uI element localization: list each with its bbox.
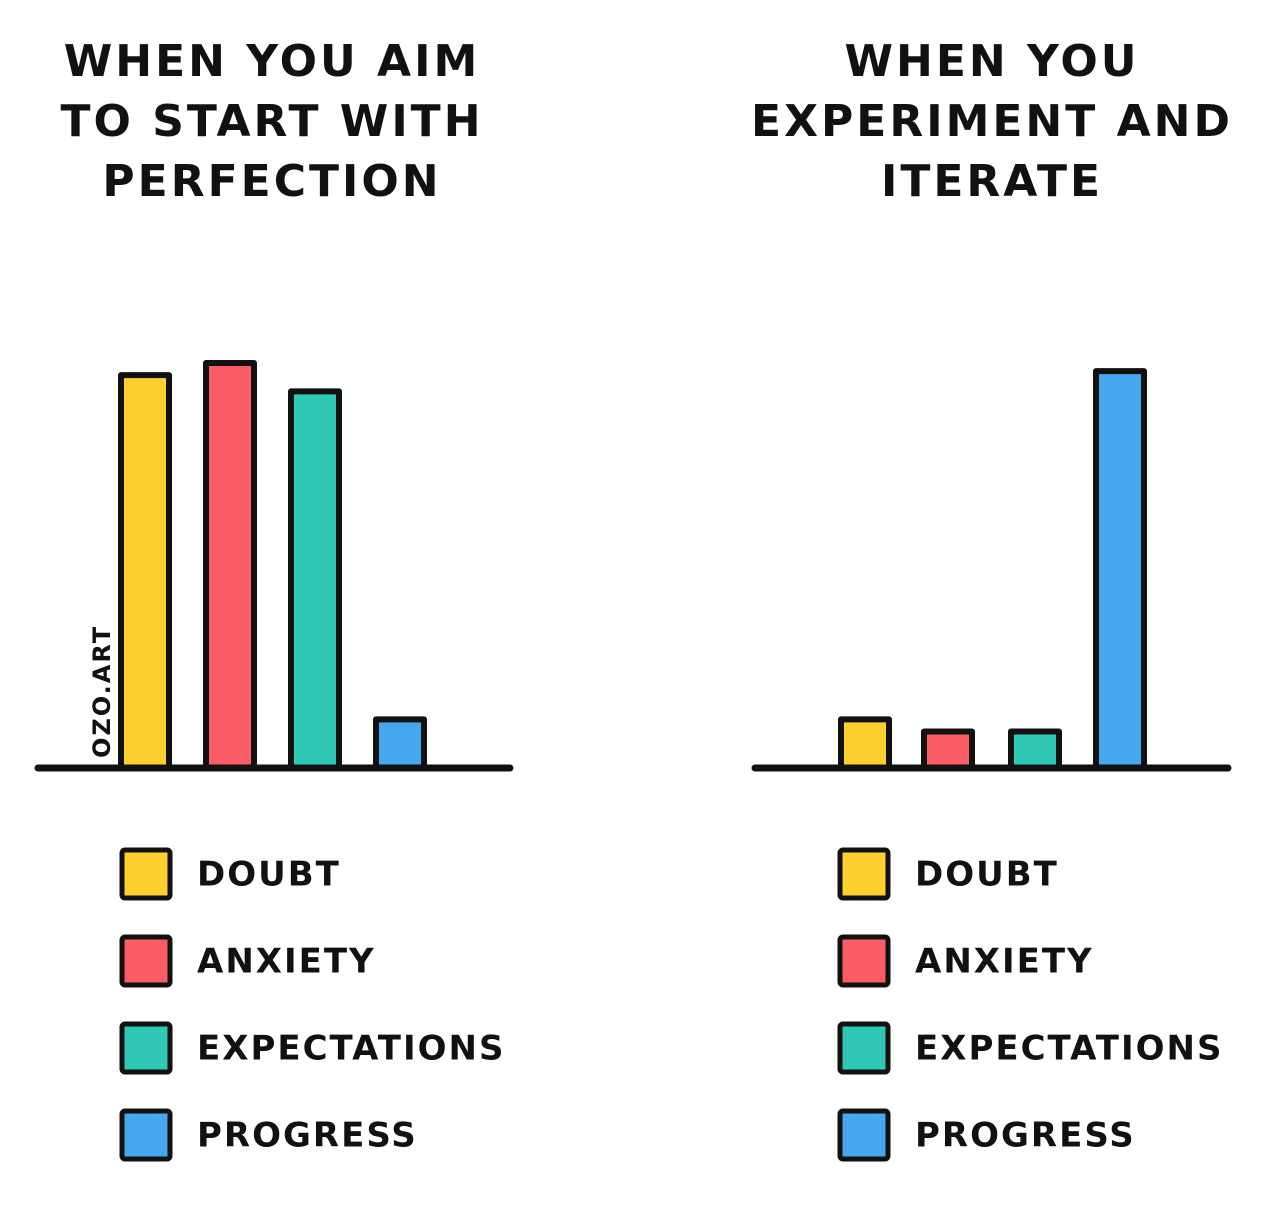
legend-swatch <box>119 1021 173 1075</box>
legend-label: DOUBT <box>197 855 341 895</box>
legend-label: PROGRESS <box>197 1116 418 1156</box>
legend-swatch <box>837 934 891 988</box>
legend-swatch <box>119 1108 173 1162</box>
bar <box>203 360 257 771</box>
legend-label: DOUBT <box>915 855 1059 895</box>
bar <box>373 716 427 772</box>
legend-label: EXPECTATIONS <box>915 1029 1223 1069</box>
bar <box>1008 728 1062 771</box>
watermark: OZO.ART <box>88 625 116 758</box>
bar <box>1093 368 1147 771</box>
legend-swatch <box>837 1021 891 1075</box>
bar <box>288 388 342 771</box>
legend-swatch <box>119 847 173 901</box>
chart-title: WHEN YOU AIM TO START WITH PERFECTION <box>60 36 484 207</box>
legend-swatch <box>119 934 173 988</box>
legend-swatch <box>837 1108 891 1162</box>
legend-label: EXPECTATIONS <box>197 1029 505 1069</box>
legend-label: ANXIETY <box>915 942 1094 982</box>
bar <box>838 716 892 772</box>
bar <box>921 728 975 771</box>
chart-title: WHEN YOU EXPERIMENT AND ITERATE <box>751 36 1233 207</box>
legend-label: ANXIETY <box>197 942 376 982</box>
bar <box>118 372 172 771</box>
legend-swatch <box>837 847 891 901</box>
legend-label: PROGRESS <box>915 1116 1136 1156</box>
